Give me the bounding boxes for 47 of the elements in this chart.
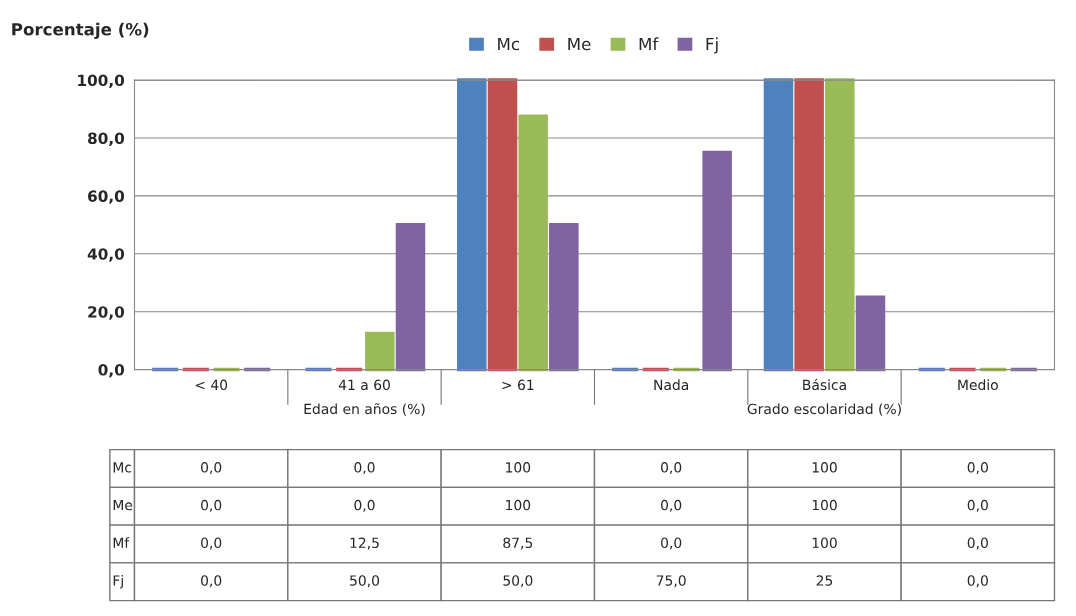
y-tick-label: 40,0	[87, 248, 125, 262]
text: Grado escolaridad (%)	[747, 403, 901, 416]
y-tick-label: 60,0	[88, 190, 125, 204]
data-label: 0,0	[661, 499, 682, 512]
data-label: 50,0	[350, 575, 380, 588]
data-label: 12,5	[350, 537, 379, 550]
data-label: 0,0	[967, 499, 988, 512]
x-tick-label: Básica	[803, 378, 846, 391]
data-label: 0,0	[201, 499, 222, 512]
data-label: 100	[506, 462, 531, 473]
data-label: 0,0	[661, 462, 682, 474]
data-label: 0,0	[354, 462, 375, 474]
x-tick-label: 41 a 60	[338, 379, 390, 391]
y-tick-label: 100,0	[78, 74, 125, 89]
data-label: 0,0	[967, 575, 988, 588]
y-axis-title: Porcentaje (%)	[12, 22, 149, 39]
y-tick-label: 20,0	[88, 306, 125, 320]
data-label: 0,0	[201, 462, 222, 474]
legend-label: Me	[568, 37, 591, 51]
data-label: 0,0	[967, 537, 988, 550]
x-tick-label: Medio	[958, 379, 998, 391]
data-label: 75,0	[656, 575, 686, 588]
data-label: 87,5	[503, 537, 533, 550]
text: Edad en años (%)	[304, 403, 425, 416]
text: Mc	[113, 462, 132, 473]
text: Mf	[113, 537, 130, 548]
x-tick-label: < 40	[195, 379, 228, 391]
data-label: 0,0	[201, 575, 222, 588]
text: Fj	[113, 575, 123, 589]
y-tick-label: 80,0	[88, 132, 125, 146]
data-label: 100	[812, 537, 837, 549]
data-label: 0,0	[201, 537, 222, 550]
data-label: 0,0	[661, 537, 682, 550]
text: Me	[113, 499, 133, 511]
data-label: 100	[812, 499, 837, 511]
data-label: 100	[506, 499, 531, 511]
data-label: 0,0	[967, 462, 988, 474]
data-label: 50,0	[503, 575, 533, 588]
y-tick-label: 0,0	[98, 364, 125, 378]
legend-label: Mf	[639, 37, 659, 51]
x-tick-label: Nada	[654, 379, 689, 391]
data-label: 100	[812, 462, 837, 473]
data-label: 25	[816, 575, 833, 586]
legend-label: Fj	[706, 37, 718, 54]
x-tick-label: > 61	[502, 379, 534, 391]
legend-label: Mc	[498, 37, 520, 51]
data-label: 0,0	[354, 499, 375, 512]
